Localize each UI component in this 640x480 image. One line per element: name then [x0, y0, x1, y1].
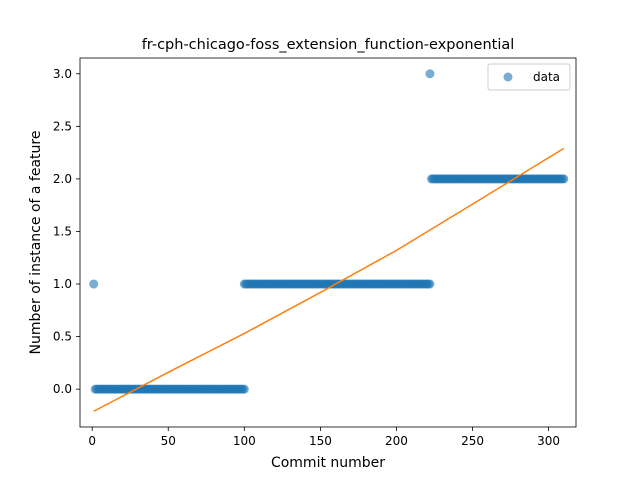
- data-layer: [89, 69, 569, 412]
- x-axis-title: Commit number: [271, 455, 385, 471]
- y-tick-label: 3.0: [53, 67, 72, 81]
- x-tick-label: 200: [385, 434, 408, 448]
- x-tick-label: 300: [537, 434, 560, 448]
- x-axis-ticks: 0 50 100 150 200 250 300: [88, 427, 560, 448]
- x-tick-label: 150: [309, 434, 332, 448]
- plot-frame: [79, 57, 577, 428]
- data-point: [559, 174, 569, 184]
- y-axis-ticks: 0.0 0.5 1.0 1.5 2.0 2.5 3.0: [53, 67, 80, 396]
- y-tick-label: 1.0: [53, 277, 72, 291]
- legend-label-data: data: [533, 70, 560, 84]
- data-point: [425, 69, 435, 79]
- data-point: [89, 279, 99, 289]
- data-point: [239, 384, 249, 394]
- legend: data: [487, 63, 571, 91]
- data-point: [425, 279, 435, 289]
- y-tick-label: 2.0: [53, 172, 72, 186]
- y-axis-title: Number of instance of a feature: [28, 131, 44, 355]
- y-tick-label: 0.0: [53, 382, 72, 396]
- x-tick-label: 250: [461, 434, 484, 448]
- y-tick-label: 2.5: [53, 119, 72, 133]
- x-tick-label: 100: [233, 434, 256, 448]
- legend-marker-data: [503, 72, 513, 82]
- y-tick-label: 0.5: [53, 330, 72, 344]
- x-tick-label: 0: [88, 434, 96, 448]
- legend-box: [487, 63, 571, 91]
- x-tick-label: 50: [161, 434, 176, 448]
- chart-title: fr-cph-chicago-foss_extension_function-e…: [142, 37, 515, 53]
- y-tick-label: 1.5: [53, 224, 72, 238]
- fit-line: [93, 147, 565, 412]
